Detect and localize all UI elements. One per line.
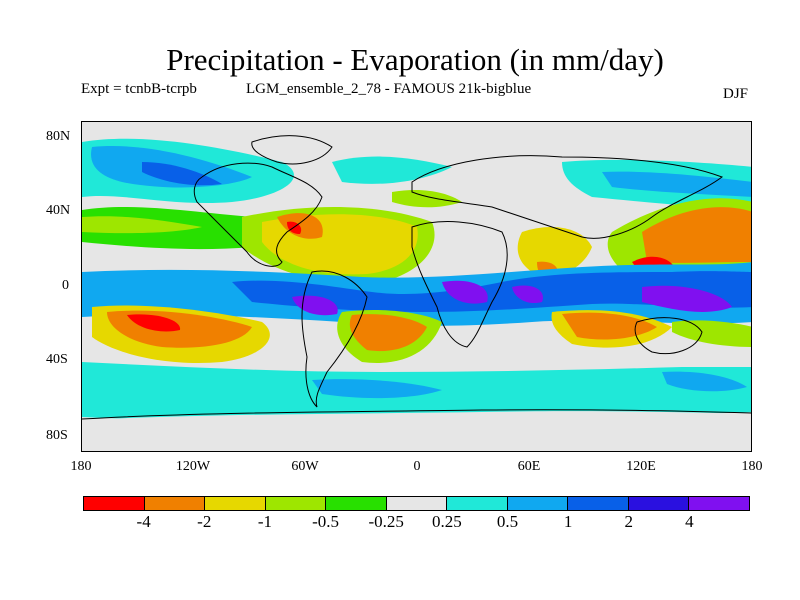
season-label: DJF (723, 86, 749, 102)
australia-outline (634, 317, 703, 355)
lon-tick-0: 0 (413, 459, 421, 474)
precip-region (442, 280, 488, 304)
colorbar-segment (507, 497, 569, 510)
evap-region (127, 314, 181, 332)
colorbar-tick-label: 4 (685, 512, 694, 531)
colorbar-segment (326, 497, 387, 510)
colorbar-segment (628, 497, 690, 510)
colorbar-tick-label: -4 (136, 512, 151, 531)
lat-tick-40s: 40S (46, 352, 68, 367)
greenland-outline (251, 135, 333, 165)
colorbar-segment (144, 497, 206, 510)
lat-tick-80s: 80S (46, 428, 68, 443)
colorbar-tick-label: 0.5 (496, 512, 519, 531)
precip-region (312, 379, 442, 399)
colorbar-tick-label: -1 (257, 512, 272, 531)
precip-region (332, 156, 452, 184)
lon-tick-180w: 180 (70, 459, 92, 474)
colorbar-tick-label: -0.5 (312, 512, 339, 531)
antarctic-region (82, 411, 751, 451)
antarctica-outline (82, 409, 751, 420)
colorbar-segment (447, 497, 508, 510)
precip-region (232, 271, 751, 312)
lat-tick-0: 0 (62, 278, 69, 293)
precip-region (142, 162, 222, 186)
colorbar-segment (568, 497, 629, 510)
evap-region (642, 207, 751, 263)
evap-region (562, 312, 657, 340)
precip-region (392, 190, 462, 208)
precip-region (642, 285, 732, 312)
precip-region (662, 371, 747, 392)
precip-region (512, 285, 543, 304)
colorbar (83, 496, 750, 511)
lon-tick-120e: 120E (626, 459, 656, 474)
colorbar-tick-label: 2 (624, 512, 633, 531)
evap-region (349, 314, 427, 352)
colorbar-segment (265, 497, 327, 510)
eurasia-outline (411, 155, 724, 239)
colorbar-segment (205, 497, 266, 510)
colorbar-segment (84, 497, 145, 510)
experiment-label: Expt = tcnbB-tcrpb (81, 81, 197, 97)
precip-region (602, 171, 751, 197)
africa-outline (411, 221, 508, 348)
colorbar-tick-label: 0.25 (431, 512, 462, 531)
coastlines (82, 135, 751, 420)
ensemble-label: LGM_ensemble_2_78 - FAMOUS 21k-bigblue (246, 81, 532, 97)
colorbar-tick-label: 1 (563, 512, 573, 531)
map-panel (81, 121, 752, 452)
colorbar-segment (689, 497, 750, 510)
map-title: Precipitation - Evaporation (in mm/day) (166, 42, 664, 77)
lon-tick-180e: 180 (741, 459, 763, 474)
lon-tick-60e: 60E (517, 459, 541, 474)
precip-evap-map (82, 122, 751, 451)
evap-region (517, 227, 592, 276)
evap-region (672, 320, 751, 347)
lat-tick-40n: 40N (46, 203, 71, 218)
lon-tick-60w: 60W (291, 459, 319, 474)
evap-region (277, 213, 323, 239)
north-america-outline (193, 162, 323, 267)
colorbar-tick-label: -2 (197, 512, 212, 531)
colorbar-segment (386, 497, 448, 510)
south-america-outline (301, 270, 368, 408)
colorbar-tick-label: -0.25 (368, 512, 404, 531)
evap-region (82, 216, 202, 234)
lat-tick-80n: 80N (46, 129, 71, 144)
lon-tick-120w: 120W (175, 459, 211, 474)
